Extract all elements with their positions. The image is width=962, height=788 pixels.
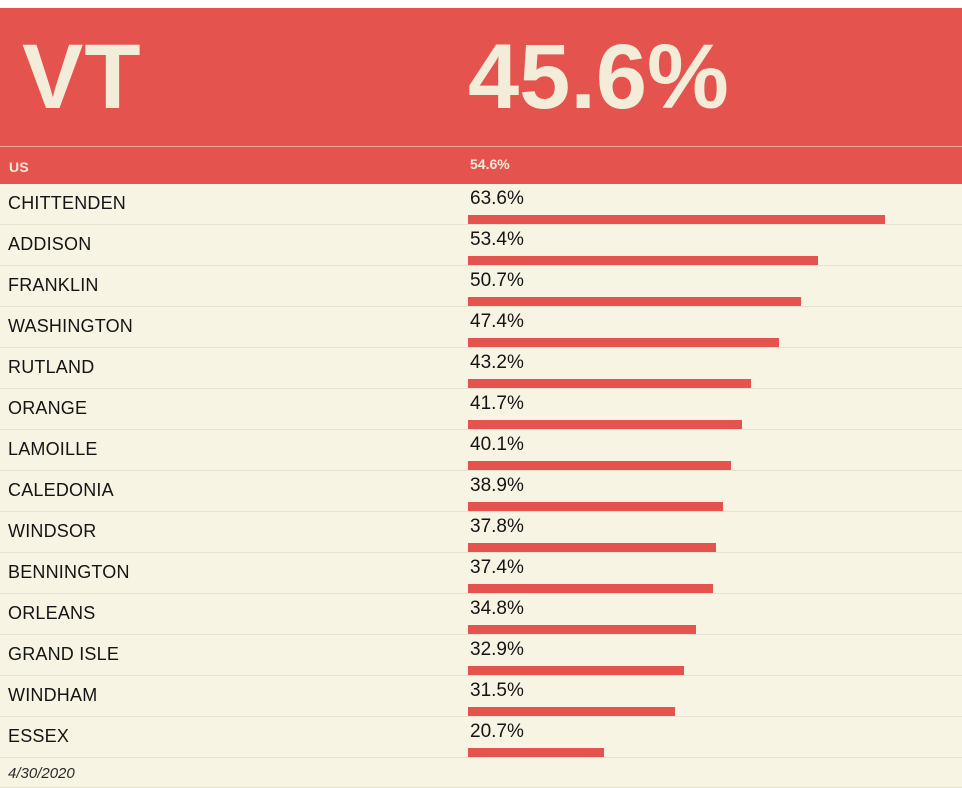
date-label: 4/30/2020 (8, 765, 75, 782)
us-label: US (9, 159, 30, 175)
us-percentage: 54.6% (470, 156, 510, 172)
county-value: 31.5% (470, 680, 524, 701)
county-row: CHITTENDEN 63.6% (0, 184, 962, 225)
county-label: GRAND ISLE (8, 644, 120, 664)
county-row: CALEDONIA 38.9% (0, 471, 962, 512)
county-value: 38.9% (470, 475, 524, 496)
state-header: VT 45.6% (0, 8, 962, 146)
county-row: FRANKLIN 50.7% (0, 266, 962, 307)
county-bar (468, 297, 801, 306)
county-value: 37.4% (470, 557, 524, 578)
county-value: 20.7% (470, 721, 524, 742)
county-row: GRAND ISLE 32.9% (0, 635, 962, 676)
county-label: ADDISON (8, 234, 92, 254)
county-label: CHITTENDEN (8, 193, 126, 213)
county-row: ESSEX 20.7% (0, 717, 962, 758)
county-label: ORLEANS (8, 603, 96, 623)
county-row: RUTLAND 43.2% (0, 348, 962, 389)
county-bar (468, 420, 742, 429)
county-value: 32.9% (470, 639, 524, 660)
us-benchmark-row: US 54.6% (0, 146, 962, 184)
county-bar (468, 338, 779, 347)
county-bar (468, 461, 731, 470)
county-value: 50.7% (470, 270, 524, 291)
county-bar (468, 748, 604, 757)
chart-footer: 4/30/2020 (0, 758, 962, 788)
county-label: CALEDONIA (8, 480, 114, 500)
county-list: CHITTENDEN 63.6% ADDISON 53.4% FRANKLIN … (0, 184, 962, 758)
county-bar (468, 215, 885, 224)
county-value: 41.7% (470, 393, 524, 414)
county-row: BENNINGTON 37.4% (0, 553, 962, 594)
state-abbreviation: VT (22, 26, 142, 128)
county-row: ORLEANS 34.8% (0, 594, 962, 635)
county-row: WINDHAM 31.5% (0, 676, 962, 717)
county-bar (468, 502, 723, 511)
county-row: LAMOILLE 40.1% (0, 430, 962, 471)
county-value: 47.4% (470, 311, 524, 332)
county-value: 34.8% (470, 598, 524, 619)
county-row: WASHINGTON 47.4% (0, 307, 962, 348)
county-value: 43.2% (470, 352, 524, 373)
county-bar (468, 543, 716, 552)
county-row: ADDISON 53.4% (0, 225, 962, 266)
county-bar (468, 625, 696, 634)
county-bar (468, 256, 818, 265)
county-value: 40.1% (470, 434, 524, 455)
county-label: LAMOILLE (8, 439, 98, 459)
county-bar (468, 707, 675, 716)
top-white-strip (0, 0, 962, 8)
county-label: ESSEX (8, 726, 70, 746)
county-value: 37.8% (470, 516, 524, 537)
state-percentage: 45.6% (468, 26, 729, 128)
county-label: WINDHAM (8, 685, 98, 705)
county-row: WINDSOR 37.8% (0, 512, 962, 553)
county-bar (468, 584, 713, 593)
county-label: RUTLAND (8, 357, 95, 377)
county-label: BENNINGTON (8, 562, 130, 582)
county-value: 53.4% (470, 229, 524, 250)
county-bar (468, 379, 751, 388)
county-bar (468, 666, 684, 675)
county-label: FRANKLIN (8, 275, 99, 295)
county-label: WINDSOR (8, 521, 97, 541)
county-value: 63.6% (470, 188, 524, 209)
county-row: ORANGE 41.7% (0, 389, 962, 430)
county-label: WASHINGTON (8, 316, 134, 336)
county-label: ORANGE (8, 398, 88, 418)
